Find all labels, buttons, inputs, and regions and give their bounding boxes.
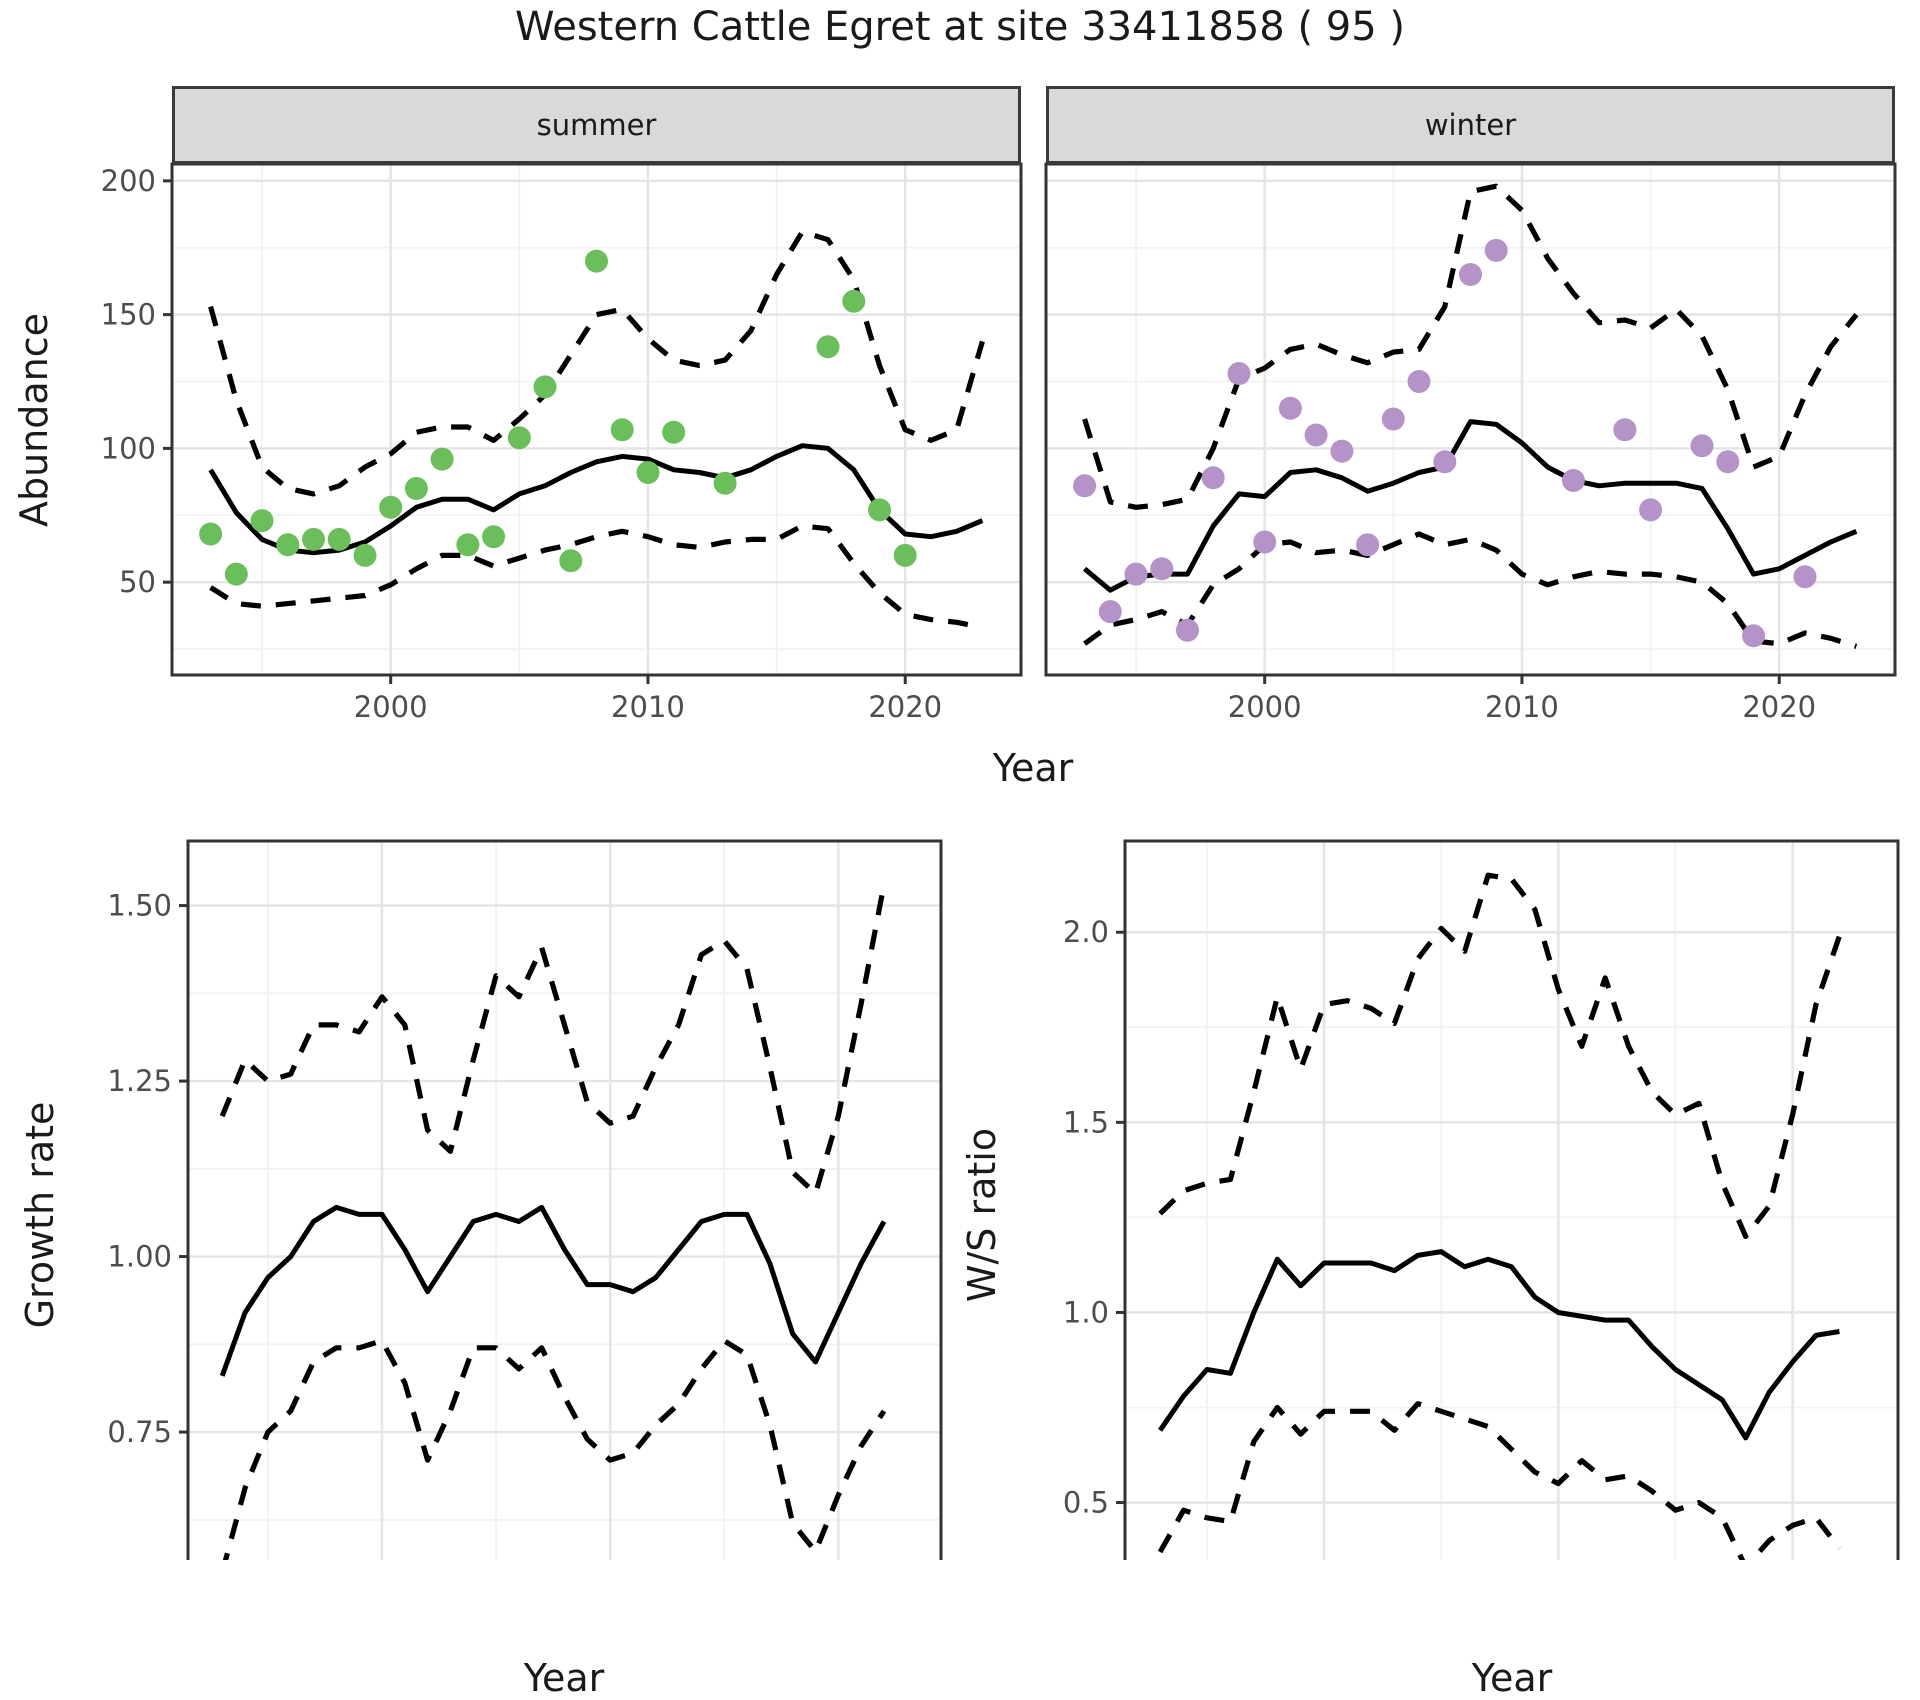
summer-data-point [456,533,480,557]
growth-y-tick-label: 1.25 [107,1064,172,1098]
summer-data-point [636,461,660,484]
winter-data-point [1742,624,1765,648]
winter-data-point [1716,450,1740,474]
winter-data-point [1304,423,1328,447]
ws-y-tick-label: 2.0 [1063,915,1109,949]
growth-lower-ci-line [222,1338,887,1560]
summer-data-point [482,525,506,549]
growth-panel-border [186,839,943,1560]
summer-data-point [199,522,223,546]
winter-data-point [1073,474,1097,498]
ws-lower-ci-line [1157,1401,1842,1560]
winter-data-point [1176,618,1199,642]
x-axis-title-year-bottom-right: Year [1471,1656,1553,1700]
winter-data-point [1124,562,1148,586]
summer-data-point [713,471,737,495]
summer-upper-ci-line [208,229,985,497]
winter-data-point [1356,533,1380,557]
ws-panel-background [1125,841,1898,1560]
growth-y-tick-label: 1.00 [107,1240,172,1274]
facet-strip-summer-label: summer [536,108,657,142]
winter-data-point [1793,565,1817,589]
summer-data-point [610,418,634,442]
summer-x-tick-label: 2000 [354,690,428,724]
ws-y-tick-label: 1.0 [1063,1295,1109,1329]
summer-y-tick-label: 50 [119,565,156,599]
winter-data-point [1433,450,1457,474]
winter-data-point [1484,238,1508,262]
growth-upper-ci-line [219,884,887,1197]
summer-y-tick-label: 200 [101,164,156,198]
summer-y-tick-label: 100 [101,431,156,465]
summer-data-point [302,527,325,551]
x-axis-title-year-bottom-left: Year [523,1656,605,1700]
summer-data-point [842,289,866,313]
summer-data-point [327,527,351,551]
summer-data-point [276,533,300,557]
winter-data-point [1690,434,1714,458]
summer-data-point [533,375,557,399]
growth-y-tick-label: 1.50 [107,889,172,923]
summer-x-tick-label: 2020 [868,690,942,724]
ws-median-line [1158,1249,1840,1441]
winter-data-point [1330,439,1354,463]
growth-panel-background [188,841,941,1560]
winter-upper-ci-line [1082,183,1859,510]
winter-data-point [1613,418,1637,442]
winter-x-tick-label: 2020 [1742,690,1816,724]
winter-data-point [1561,469,1585,492]
summer-data-point [379,495,403,519]
summer-data-point [404,477,428,500]
x-axis-title-year-top: Year [992,746,1074,790]
y-axis-title-growth-rate: Growth rate [18,1101,62,1329]
summer-data-point [250,509,274,533]
winter-x-tick-label: 2010 [1485,690,1559,724]
summer-y-tick-label: 150 [101,298,156,332]
summer-x-tick-label: 2010 [611,690,685,724]
summer-data-point [893,543,917,567]
chart-title: Western Cattle Egret at site 33411858 ( … [515,4,1405,50]
growth-y-tick-label: 0.75 [107,1415,172,1449]
winter-data-point [1459,263,1482,286]
ws-y-tick-label: 0.5 [1063,1486,1109,1520]
summer-panel-background [172,164,1021,675]
y-axis-title-ws-ratio: W/S ratio [960,1127,1004,1303]
facet-strip-winter: winter [1046,86,1895,164]
growth-median-line [219,1204,887,1377]
winter-data-point [1098,600,1122,624]
ws-y-tick-label: 1.5 [1063,1105,1109,1139]
summer-data-point [353,543,377,567]
facet-strip-winter-label: winter [1424,108,1517,142]
winter-x-tick-label: 2000 [1228,690,1302,724]
winter-data-point [1201,466,1225,490]
winter-data-point [1253,530,1277,554]
ws-upper-ci-line [1158,872,1842,1240]
summer-data-point [585,249,608,273]
winter-data-point [1227,362,1251,385]
winter-data-point [1278,396,1302,420]
winter-data-point [1150,557,1174,581]
winter-data-point [1407,370,1431,393]
summer-data-point [662,420,686,444]
winter-data-point [1381,407,1405,431]
summer-data-point [868,498,891,522]
summer-data-point [816,335,840,359]
winter-panel-border [1044,162,1897,677]
summer-data-point [559,549,583,573]
summer-panel-border [170,162,1023,677]
winter-median-line [1083,419,1858,593]
figure-canvas: 2000201020205010015020020002010202020002… [101,162,1900,1560]
facet-strip-summer: summer [172,86,1021,164]
winter-data-point [1639,498,1663,522]
summer-data-point [224,562,248,586]
summer-data-point [430,447,454,471]
ws-panel-border [1123,839,1900,1560]
summer-data-point [507,426,531,450]
y-axis-title-abundance: Abundance [12,312,56,528]
